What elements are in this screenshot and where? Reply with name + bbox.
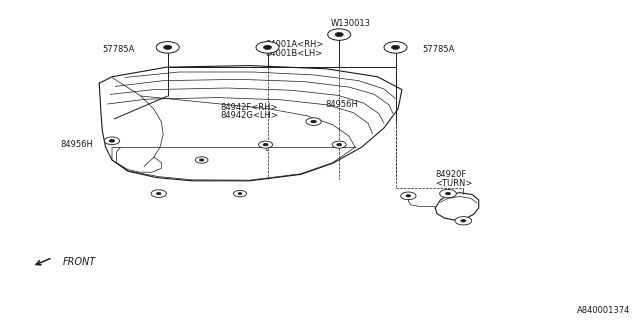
Circle shape — [337, 143, 342, 146]
Circle shape — [461, 220, 466, 222]
Circle shape — [264, 45, 271, 49]
Circle shape — [332, 141, 346, 148]
Text: 84956H: 84956H — [61, 140, 93, 149]
Circle shape — [156, 192, 161, 195]
Circle shape — [156, 42, 179, 53]
Text: 84942F<RH>: 84942F<RH> — [221, 103, 278, 112]
Text: W130013: W130013 — [331, 19, 371, 28]
Circle shape — [311, 120, 316, 123]
Circle shape — [238, 193, 242, 195]
Text: FRONT: FRONT — [63, 257, 96, 267]
Circle shape — [384, 42, 407, 53]
Circle shape — [259, 141, 273, 148]
Circle shape — [164, 45, 172, 49]
Circle shape — [151, 190, 166, 197]
Circle shape — [109, 140, 115, 142]
Circle shape — [335, 33, 343, 36]
Text: 57785A: 57785A — [422, 45, 455, 54]
Circle shape — [200, 159, 204, 161]
Circle shape — [401, 192, 416, 200]
Text: <TURN>: <TURN> — [435, 179, 472, 188]
Circle shape — [440, 189, 456, 198]
Text: 84920F: 84920F — [435, 170, 467, 179]
Circle shape — [104, 137, 120, 145]
Circle shape — [256, 42, 279, 53]
Circle shape — [392, 45, 399, 49]
Circle shape — [406, 195, 411, 197]
Circle shape — [234, 190, 246, 197]
Circle shape — [445, 192, 451, 195]
Circle shape — [306, 118, 321, 125]
Text: A840001374: A840001374 — [577, 306, 630, 315]
Text: 84942G<LH>: 84942G<LH> — [221, 111, 278, 120]
Circle shape — [455, 217, 472, 225]
Text: 57785A: 57785A — [102, 45, 134, 54]
Circle shape — [328, 29, 351, 40]
Text: 84956H: 84956H — [325, 100, 358, 109]
Circle shape — [195, 157, 208, 163]
Text: 84001B<LH>: 84001B<LH> — [266, 49, 323, 58]
Text: 84001A<RH>: 84001A<RH> — [266, 40, 324, 49]
Circle shape — [263, 143, 268, 146]
